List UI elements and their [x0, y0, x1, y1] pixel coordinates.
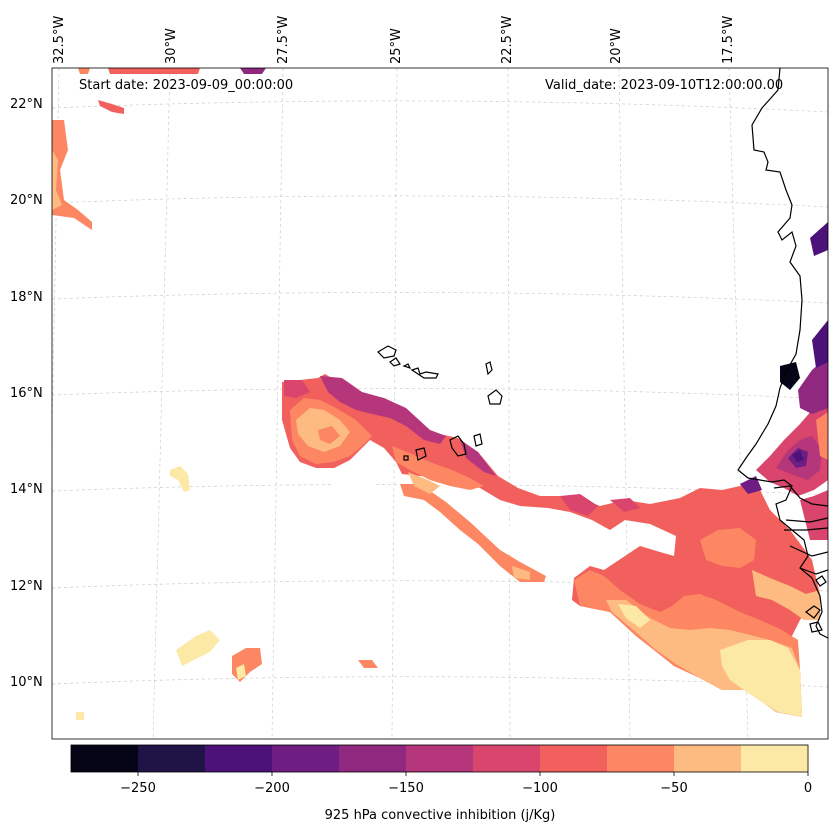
colorbar-segment — [205, 745, 273, 772]
colorbar-tick: −50 — [660, 781, 688, 796]
lat-label: 10°N — [10, 675, 43, 690]
colorbar-tick: −150 — [388, 781, 424, 796]
contour-patch — [618, 604, 650, 628]
contour-patch — [798, 356, 828, 414]
contour-patch — [176, 630, 220, 666]
colorbar-segment — [607, 745, 675, 772]
coastlines — [377, 68, 828, 639]
colorbar-tick: −250 — [120, 781, 156, 796]
lat-label: 22°N — [10, 97, 43, 112]
lon-label: 25°W — [389, 28, 404, 64]
contour-patch — [318, 426, 340, 444]
contour-patch — [810, 222, 828, 256]
contour-patch — [792, 450, 804, 462]
contour-patch — [170, 466, 190, 492]
lon-label: 22.5°W — [500, 15, 515, 64]
guinea-border — [789, 545, 828, 557]
contour-patch — [232, 648, 262, 682]
colorbar-segment — [138, 745, 206, 772]
colorbar — [70, 744, 809, 776]
contour-patch — [720, 640, 802, 717]
lat-label: 18°N — [10, 290, 43, 305]
contour-patch — [740, 476, 762, 494]
map-frame — [51, 67, 829, 740]
contour-patch — [512, 566, 530, 580]
colorbar-segment — [272, 745, 340, 772]
island-santo-antao — [377, 345, 397, 359]
gambia-border — [785, 517, 828, 523]
cin-contours — [52, 68, 828, 720]
contour-patch — [236, 664, 246, 680]
colorbar-segment — [71, 745, 139, 772]
contour-patch — [320, 376, 446, 444]
contour-patch — [52, 150, 62, 210]
contour-patch — [816, 412, 828, 460]
island-sal — [485, 361, 493, 376]
valid-date-label: Valid_date: 2023-09-10T12:00:00.00 — [545, 78, 784, 93]
colorbar-segment — [406, 745, 474, 772]
contour-patch — [560, 494, 598, 516]
lat-label: 16°N — [10, 386, 43, 401]
contour-patch — [400, 484, 546, 582]
contour-patch — [358, 660, 378, 668]
gambia-border — [784, 527, 828, 531]
colorbar-label: 925 hPa convective inhibition (j/Kg) — [324, 808, 556, 823]
island — [805, 605, 821, 619]
contour-patch — [392, 446, 484, 490]
island-boa-vista — [487, 389, 503, 405]
island-sao-nicolau — [410, 367, 439, 379]
colorbar-border — [70, 744, 809, 773]
lon-label: 30°W — [164, 28, 179, 64]
senegal-river — [773, 485, 828, 507]
contour-patch — [800, 490, 828, 540]
colorbar-tick: 0 — [803, 781, 813, 796]
lat-label: 20°N — [10, 193, 43, 208]
lat-label: 14°N — [10, 482, 43, 497]
start-date-label: Start date: 2023-09-09_00:00:00 — [79, 78, 294, 93]
contour-patch — [76, 712, 84, 720]
contour-patch — [752, 570, 820, 620]
island — [815, 575, 827, 587]
colorbar-segment — [540, 745, 608, 772]
lon-label: 17.5°W — [721, 15, 736, 64]
colorbar-segment — [339, 745, 407, 772]
island — [809, 621, 823, 633]
island-sao-vicente — [389, 357, 401, 367]
colorbar-tick: −100 — [522, 781, 558, 796]
island-santiago — [449, 435, 467, 457]
lon-label: 32.5°W — [52, 15, 67, 64]
contour-patch — [700, 528, 756, 568]
contour-patch — [420, 476, 548, 568]
contour-patch — [98, 100, 124, 114]
island-brava — [403, 455, 409, 461]
contour-patch — [460, 440, 496, 476]
contour-patch — [78, 68, 90, 74]
contour-patch — [240, 68, 266, 74]
guinea-border — [799, 567, 828, 575]
contour-patch — [780, 362, 800, 390]
colorbar-segment — [473, 745, 541, 772]
colorbar-tick: −200 — [254, 781, 290, 796]
contour-patch — [108, 68, 200, 74]
island-fogo — [415, 447, 427, 461]
lon-label: 27.5°W — [276, 15, 291, 64]
contour-patch — [332, 478, 380, 502]
colorbar-segment — [741, 745, 809, 772]
contour-patch — [408, 472, 440, 494]
contour-patch — [812, 320, 828, 368]
africa-coastline — [737, 68, 828, 639]
colorbar-segment — [674, 745, 742, 772]
island-santa-luzia — [402, 363, 412, 370]
contour-patch — [284, 380, 310, 398]
lat-label: 12°N — [10, 579, 43, 594]
island-maio — [473, 433, 483, 447]
contour-patch — [52, 120, 92, 230]
lon-label: 20°W — [609, 28, 624, 64]
contour-patch — [610, 498, 640, 512]
